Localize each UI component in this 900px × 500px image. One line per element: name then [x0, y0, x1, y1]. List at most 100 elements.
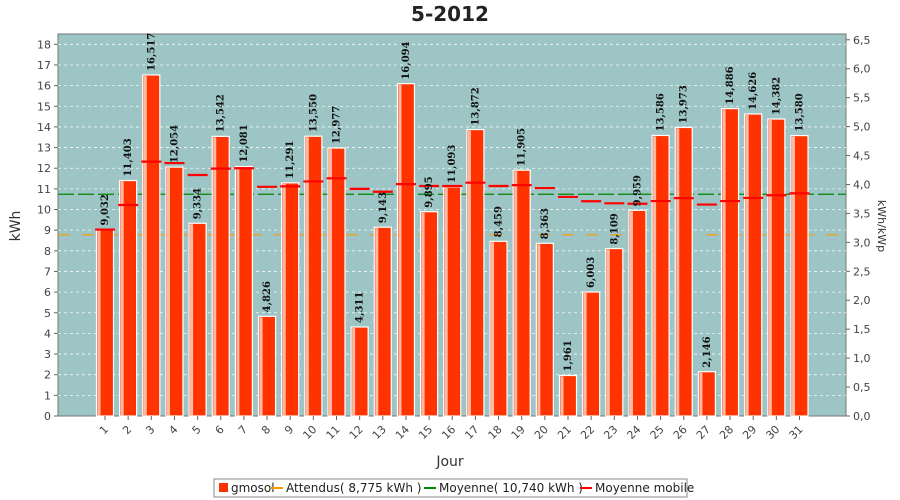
bar-highlight: [653, 136, 657, 416]
data-label: 9,895: [424, 176, 435, 207]
data-label: 11,291: [285, 141, 296, 179]
right-tick-label: 0,0: [853, 410, 871, 423]
x-tick-label: 26: [671, 423, 690, 442]
y-tick-label: 5: [44, 307, 51, 320]
data-label: 16,094: [401, 41, 412, 79]
bar-highlight: [282, 183, 286, 416]
data-label: 9,959: [632, 175, 643, 206]
x-tick-label: 28: [717, 423, 736, 442]
bar-highlight: [143, 75, 147, 416]
bar-highlight: [305, 137, 309, 416]
x-tick-label: 12: [347, 423, 366, 442]
right-tick-label: 1,5: [853, 323, 871, 336]
x-tick-label: 1: [97, 423, 111, 437]
right-axis-title: kWh/kWp: [875, 200, 888, 252]
x-tick-label: 11: [324, 423, 343, 442]
right-tick-label: 3,0: [853, 236, 871, 249]
y-tick-label: 17: [37, 59, 51, 72]
bar-highlight: [213, 137, 217, 416]
x-tick-label: 2: [120, 423, 134, 437]
data-label: 16,517: [146, 33, 157, 71]
data-label: 13,872: [470, 87, 481, 125]
y-tick-label: 12: [37, 162, 51, 175]
bar-highlight: [352, 327, 356, 416]
bar-highlight: [398, 84, 402, 416]
x-tick-label: 3: [143, 423, 157, 437]
y-tick-label: 13: [37, 142, 51, 155]
y-tick-label: 3: [44, 348, 51, 361]
y-tick-label: 9: [44, 224, 51, 237]
bar-highlight: [97, 230, 101, 416]
bar-highlight: [537, 244, 541, 416]
data-label: 14,626: [748, 72, 759, 110]
data-label: 13,973: [679, 85, 690, 123]
x-axis: 1 2 3 4 5 6 7 8 9 10 11 12 13 14 15 16 17 18 19 20 21 22 23 24 2…: [97, 416, 806, 442]
bar-highlight: [745, 114, 749, 417]
x-tick-label: 29: [740, 423, 759, 442]
data-label: 11,093: [447, 145, 458, 183]
x-tick-label: 4: [166, 423, 180, 437]
data-label: 2,146: [702, 336, 713, 367]
y-tick-label: 18: [37, 38, 51, 51]
x-tick-label: 8: [259, 423, 273, 437]
right-tick-label: 4,5: [853, 150, 871, 163]
data-label: 13,542: [216, 94, 227, 132]
y-tick-label: 2: [44, 369, 51, 382]
legend-label-moyenne-mobile: Moyenne mobile: [595, 481, 694, 495]
right-tick-label: 2,0: [853, 294, 871, 307]
right-tick-label: 2,5: [853, 265, 871, 278]
data-label: 8,459: [494, 206, 505, 237]
right-tick-label: 3,5: [853, 207, 871, 220]
bar-highlight: [120, 181, 124, 416]
legend-box: [213, 478, 688, 498]
x-tick-label: 21: [555, 423, 574, 442]
bar-highlight: [699, 372, 703, 416]
data-label: 13,586: [656, 93, 667, 131]
bar-highlight: [792, 136, 795, 416]
data-label: 12,081: [239, 124, 250, 162]
data-label: 14,886: [725, 66, 736, 104]
bar-highlight: [676, 128, 680, 416]
y-tick-label: 16: [37, 80, 51, 93]
y-tick-label: 4: [44, 327, 51, 340]
right-tick-label: 0,5: [853, 381, 871, 394]
bar-highlight: [560, 376, 564, 416]
bar-highlight: [722, 109, 726, 417]
y-tick-label: 10: [37, 204, 51, 217]
x-tick-label: 15: [416, 423, 435, 442]
y-tick-label: 8: [44, 245, 51, 258]
bar-highlight: [236, 167, 240, 416]
x-tick-label: 17: [462, 423, 481, 442]
bar-highlight: [329, 149, 332, 416]
x-tick-label: 16: [439, 423, 458, 442]
right-tick-label: 4,0: [853, 178, 871, 191]
bar-highlight: [444, 187, 448, 416]
x-tick-label: 19: [509, 423, 528, 442]
right-tick-label: 1,0: [853, 352, 871, 365]
x-tick-label: 18: [486, 423, 505, 442]
y-tick-label: 1: [44, 389, 51, 402]
legend-label-moyenne: Moyenne( 10,740 kWh ): [439, 481, 583, 495]
y-tick-label: 15: [37, 100, 51, 113]
data-label: 11,905: [517, 128, 528, 166]
x-tick-label: 13: [370, 423, 389, 442]
bar-highlight: [259, 317, 263, 416]
y-tick-label: 11: [37, 183, 51, 196]
bar-highlight: [190, 224, 194, 416]
right-tick-label: 5,5: [853, 92, 871, 105]
x-tick-label: 20: [532, 423, 551, 442]
x-tick-label: 9: [282, 423, 296, 437]
x-axis-title: Jour: [435, 454, 464, 470]
bar-highlight: [629, 211, 633, 416]
data-label: 11,403: [123, 138, 134, 176]
x-tick-label: 10: [300, 423, 319, 442]
data-labels: 9,032 11,403 16,517 12,054 9,334 13,542 12,081…: [100, 33, 806, 372]
y-tick-label: 6: [44, 286, 51, 299]
y-axis-title: kWh: [8, 211, 24, 242]
bar-highlight: [421, 212, 425, 416]
data-label: 9,032: [100, 194, 111, 225]
data-label: 13,550: [308, 94, 319, 132]
x-tick-label: 22: [578, 423, 597, 442]
bar-highlight: [514, 171, 518, 416]
right-tick-label: 6,0: [853, 63, 871, 76]
